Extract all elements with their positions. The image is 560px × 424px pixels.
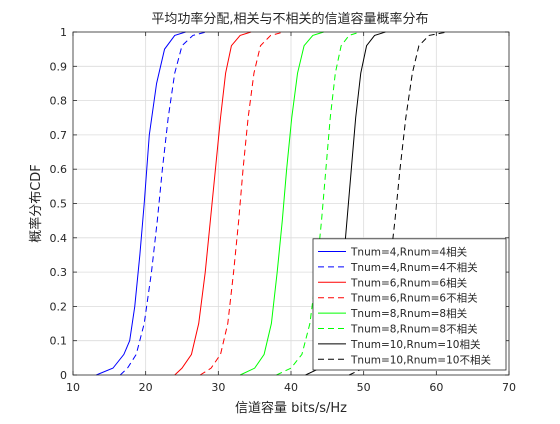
series-line-2: [174, 31, 252, 376]
x-tick-label-3: 40: [284, 381, 298, 394]
series-line-4: [239, 31, 324, 376]
y-tick-label-4: 0.4: [50, 232, 68, 245]
legend-label-7: Tnum=10,Rnum=10不相关: [350, 353, 491, 366]
series-line-1: [119, 31, 207, 376]
y-tick-label-9: 0.9: [50, 60, 68, 73]
legend-label-6: Tnum=10,Rnum=10相关: [350, 338, 481, 351]
y-tick-label-8: 0.8: [50, 95, 68, 108]
legend-box: [312, 238, 507, 371]
legend-label-0: Tnum=4,Rnum=4相关: [350, 246, 468, 259]
x-tick-label-0: 10: [66, 381, 80, 394]
x-tick-label-2: 30: [211, 381, 225, 394]
x-axis-label: 信道容量 bits/s/Hz: [235, 400, 347, 416]
legend-label-1: Tnum=4,Rnum=4不相关: [350, 261, 478, 274]
legend: Tnum=4,Rnum=4相关 Tnum=4,Rnum=4不相关 Tnum=6,Rn…: [312, 238, 507, 371]
legend-label-2: Tnum=6,Rnum=6相关: [350, 276, 468, 289]
series-line-5: [276, 31, 361, 376]
x-tick-label-6: 70: [502, 381, 516, 394]
y-tick-label-5: 0.5: [50, 198, 68, 211]
y-tick-label-2: 0.2: [50, 300, 68, 313]
y-tick-label-7: 0.7: [50, 129, 68, 142]
y-axis-label: 概率分布CDF: [28, 164, 44, 243]
x-tick-label-1: 20: [139, 381, 153, 394]
y-tick-label-10: 1: [60, 26, 67, 39]
legend-label-4: Tnum=8,Rnum=8相关: [350, 307, 468, 320]
legend-label-5: Tnum=8,Rnum=8不相关: [350, 323, 478, 336]
chart-title: 平均功率分配,相关与不相关的信道容量概率分布: [151, 11, 428, 27]
x-tick-label-4: 50: [357, 381, 371, 394]
series-line-3: [199, 31, 284, 376]
y-tick-label-6: 0.6: [50, 163, 68, 176]
y-tick-label-1: 0.1: [50, 335, 68, 348]
series-line-0: [96, 31, 186, 376]
y-tick-label-3: 0.3: [50, 266, 68, 279]
y-tick-label-0: 0: [60, 369, 67, 382]
axis-ticks: 10 20 30 40 50 60 70 0 0.1 0.2 0.3 0.4 0.5 0.6 0.7 0.8 0…: [50, 26, 517, 394]
legend-label-3: Tnum=6,Rnum=6不相关: [350, 292, 478, 305]
x-tick-label-5: 60: [429, 381, 443, 394]
